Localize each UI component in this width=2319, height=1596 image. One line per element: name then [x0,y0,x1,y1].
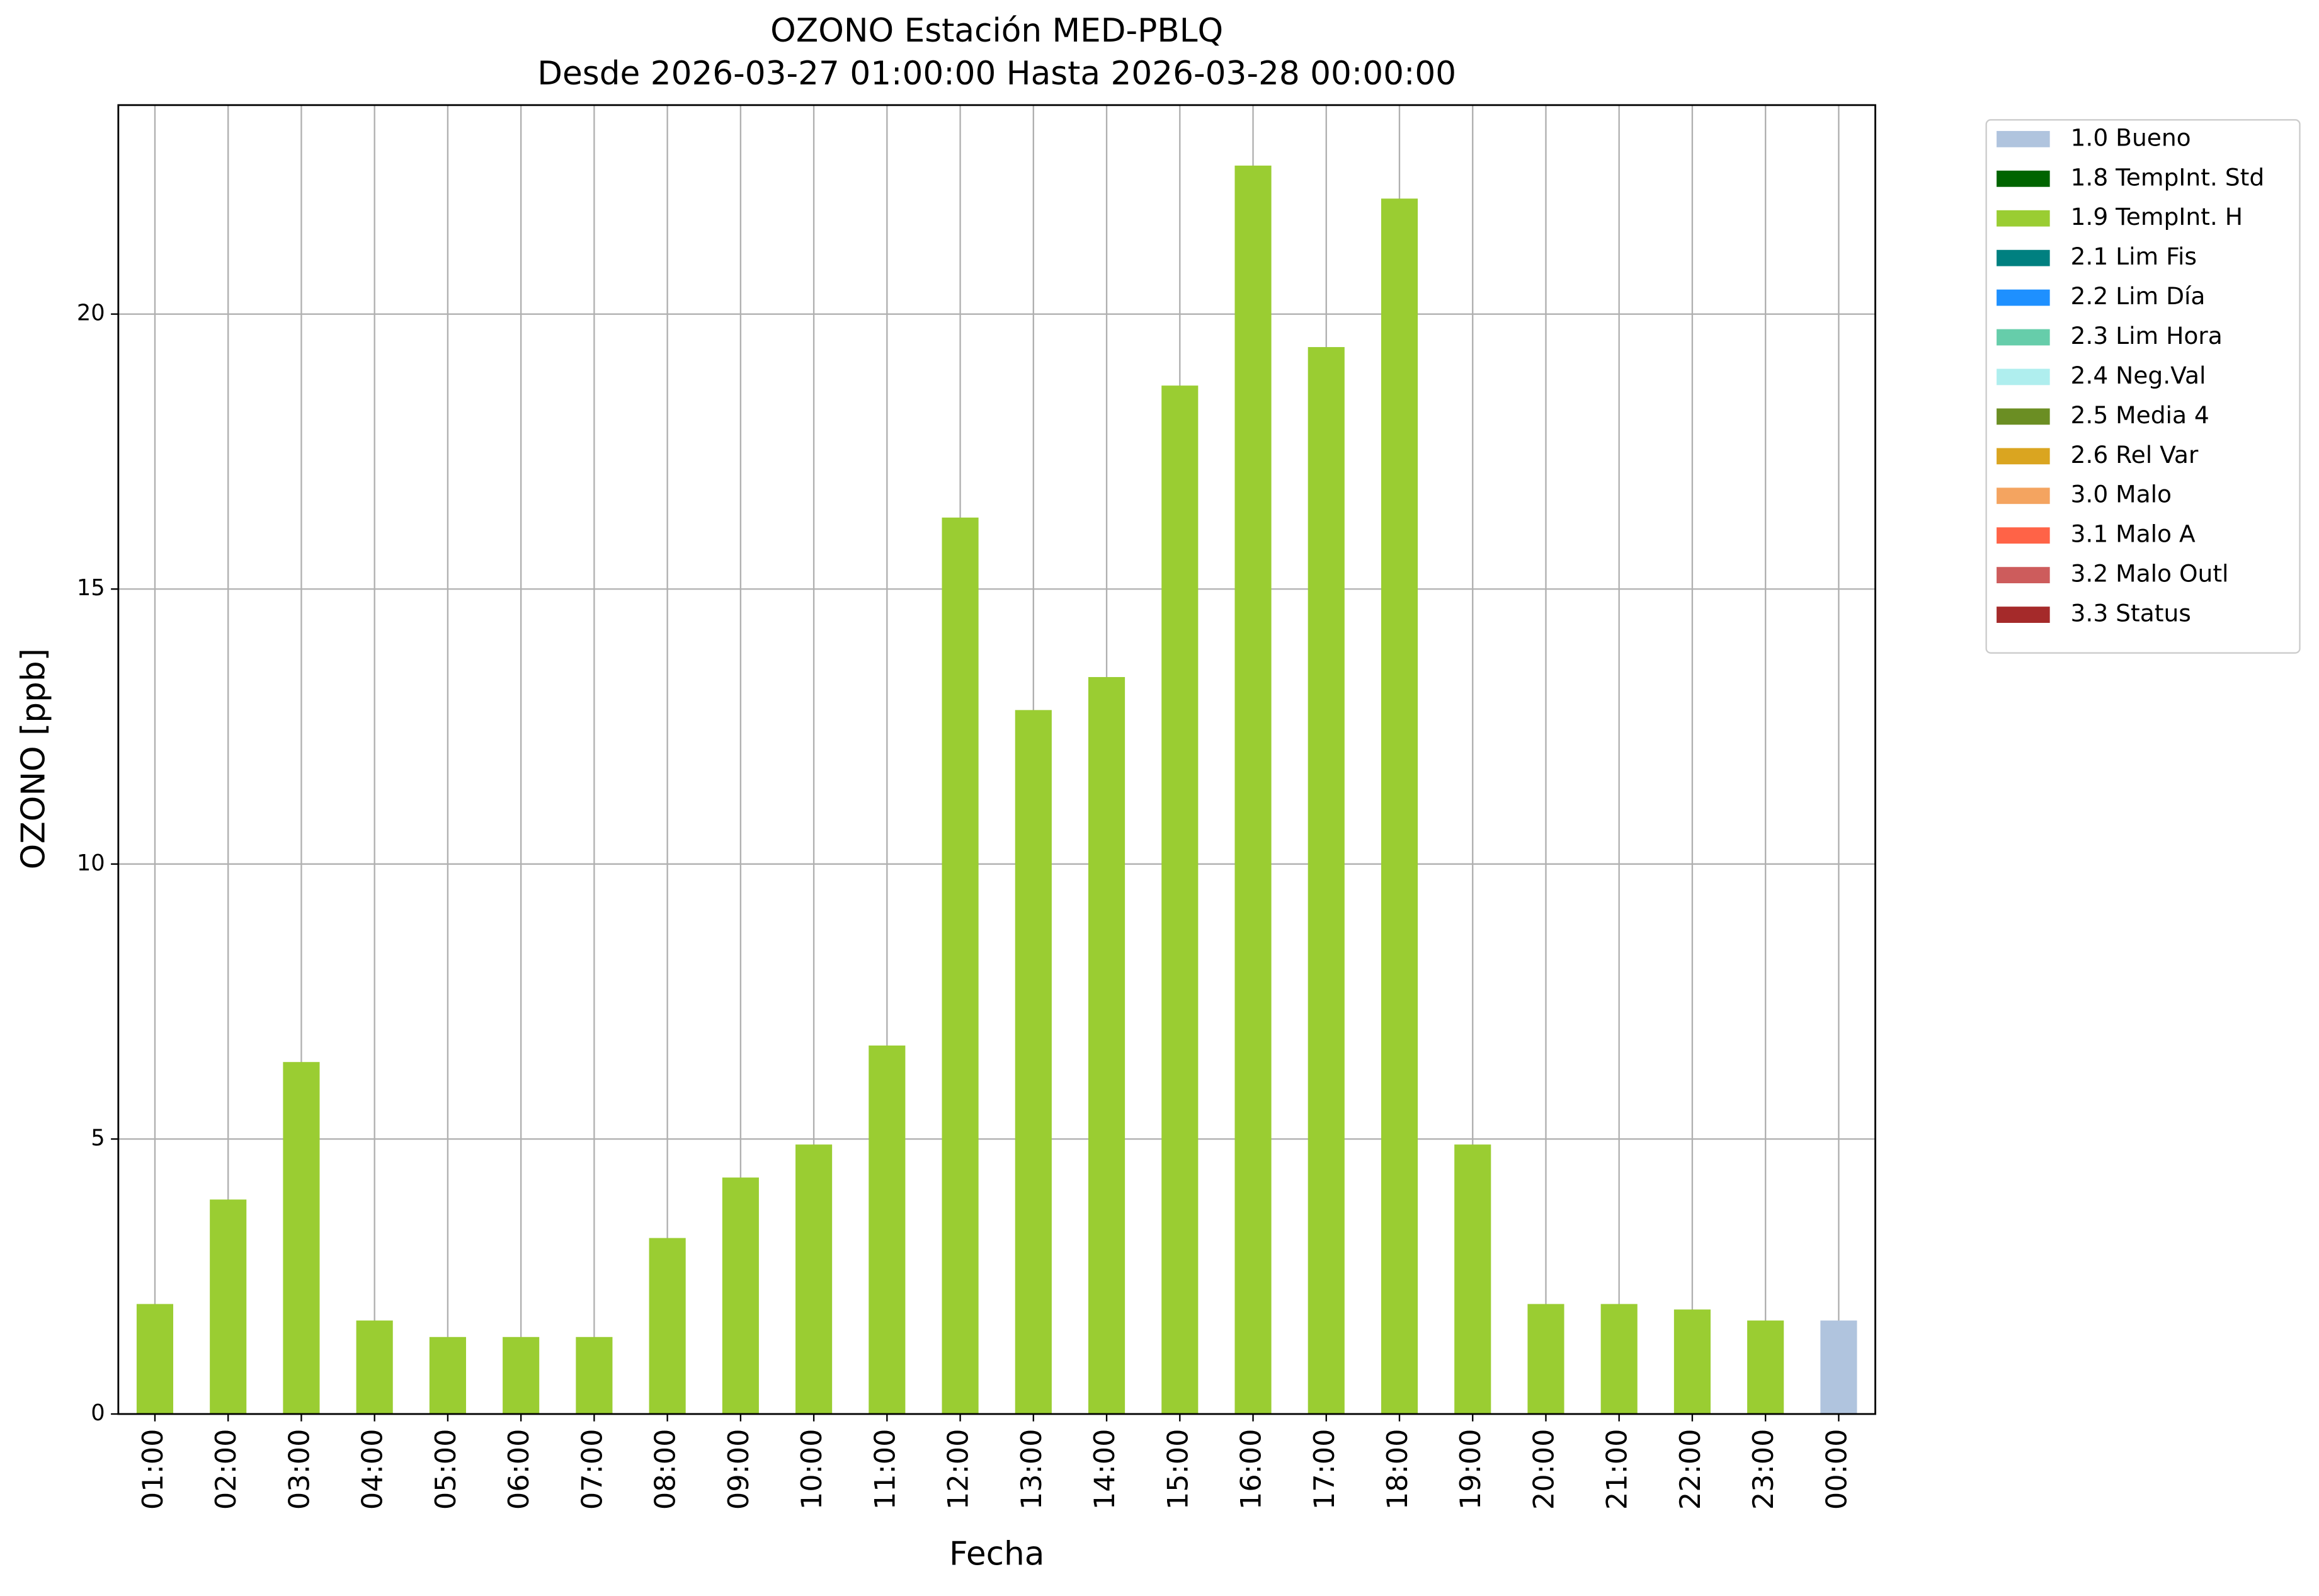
x-tick-label: 14:00 [1088,1429,1121,1510]
x-tick-label: 04:00 [356,1429,389,1510]
x-tick-label: 10:00 [795,1429,828,1510]
x-tick-label: 17:00 [1308,1429,1341,1510]
x-tick-label: 15:00 [1161,1429,1194,1510]
bar [1600,1304,1638,1415]
bar [1454,1144,1491,1415]
legend-swatch [1997,448,2050,465]
legend-swatch [1997,607,2050,623]
bar [576,1337,613,1415]
bar [1088,676,1125,1415]
legend-swatch [1997,170,2050,187]
legend-label: 3.3 Status [2071,600,2191,627]
legend-swatch [1997,329,2050,346]
legend-swatch [1997,567,2050,584]
bar [1015,710,1052,1415]
x-tick-label: 07:00 [576,1429,608,1510]
legend-swatch [1997,130,2050,147]
legend-label: 2.3 Lim Hora [2071,322,2223,350]
legend-label: 2.6 Rel Var [2071,441,2199,469]
legend-swatch [1997,527,2050,544]
bar [1747,1320,1784,1415]
x-tick-label: 20:00 [1527,1429,1560,1510]
legend-swatch [1997,408,2050,425]
y-tick-label: 0 [91,1400,105,1426]
x-tick-label: 16:00 [1235,1429,1268,1510]
legend-swatch [1997,368,2050,385]
legend-swatch [1997,210,2050,227]
bar [1381,198,1418,1415]
chart-title: OZONO Estación MED-PBLQ [770,12,1223,50]
legend-swatch [1997,487,2050,504]
x-tick-label: 22:00 [1674,1429,1707,1510]
legend-label: 1.0 Bueno [2071,123,2191,151]
legend-label: 2.1 Lim Fis [2071,242,2197,270]
bar [1673,1309,1711,1415]
bar [210,1199,247,1415]
legend-swatch [1997,249,2050,266]
y-axis-label: OZONO [ppb] [14,648,52,869]
bar [1820,1320,1857,1415]
x-tick-label: 09:00 [722,1429,755,1510]
x-tick-label: 01:00 [137,1429,169,1510]
legend-label: 1.9 TempInt. H [2071,203,2243,231]
bar [1527,1304,1564,1415]
bar [503,1337,540,1415]
x-tick-label: 05:00 [430,1429,462,1510]
bar [136,1304,174,1415]
x-tick-label: 13:00 [1015,1429,1048,1510]
x-tick-label: 00:00 [1820,1429,1853,1510]
x-tick-label: 06:00 [503,1429,535,1510]
y-tick-label: 5 [91,1125,105,1151]
legend-label: 2.5 Media 4 [2071,401,2209,429]
y-tick-label: 10 [77,850,105,876]
bar [942,517,979,1415]
bar [283,1062,320,1415]
legend-label: 3.0 Malo [2071,481,2172,508]
bar [1234,165,1272,1415]
legend-swatch [1997,289,2050,306]
x-tick-label: 21:00 [1601,1429,1634,1510]
x-tick-label: 11:00 [869,1429,901,1510]
x-tick-label: 19:00 [1454,1429,1487,1510]
bar [795,1144,833,1415]
bar [869,1046,906,1415]
x-axis-label: Fecha [949,1535,1044,1573]
y-tick-label: 20 [77,300,105,326]
y-tick-label: 15 [77,575,105,601]
legend-label: 3.1 Malo A [2071,520,2196,548]
bar [722,1177,759,1415]
legend-label: 2.2 Lim Día [2071,282,2206,310]
bar [1161,385,1199,1415]
legend-label: 1.8 TempInt. Std [2071,163,2265,191]
legend-label: 3.2 Malo Outl [2071,560,2229,588]
x-tick-label: 23:00 [1747,1429,1780,1510]
x-tick-label: 08:00 [649,1429,682,1510]
bar [429,1337,466,1415]
bar [1308,347,1345,1415]
x-tick-label: 02:00 [210,1429,242,1510]
legend-box [1985,119,2301,654]
x-tick-label: 18:00 [1381,1429,1414,1510]
bar [356,1320,393,1415]
plot-frame [117,104,1876,1415]
legend-label: 2.4 Neg.Val [2071,362,2206,389]
x-tick-label: 12:00 [942,1429,975,1510]
x-tick-label: 03:00 [283,1429,316,1510]
bar [649,1238,686,1415]
chart-subtitle: Desde 2026-03-27 01:00:00 Hasta 2026-03-… [537,55,1456,93]
